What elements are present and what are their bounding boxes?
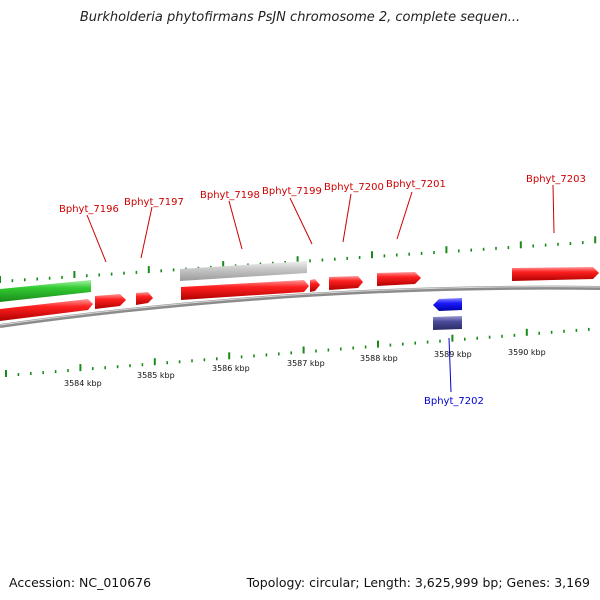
forward-gene[interactable] [329,276,363,290]
axis-tick-label: 3586 kbp [212,364,250,373]
axis-tick-label: 3590 kbp [508,348,546,357]
forward-gene[interactable] [136,292,153,305]
gene-label-bphyt-7201[interactable]: Bphyt_7201 [386,179,446,190]
accession-text: Accession: NC_010676 [9,575,152,590]
upper-tick-row [0,236,597,283]
axis-tick-label: 3587 kbp [287,359,325,368]
forward-gene[interactable] [181,280,309,300]
axis-tick-label: 3585 kbp [137,371,175,380]
pseudo-gene[interactable] [180,261,307,281]
axis-tick-label: 3584 kbp [64,379,102,388]
gene-label-bphyt-7198[interactable]: Bphyt_7198 [200,190,260,201]
gene-label-bphyt-7200[interactable]: Bphyt_7200 [324,182,384,193]
gene-label-bphyt-7203[interactable]: Bphyt_7203 [526,174,586,185]
forward-gene[interactable] [512,267,599,281]
reverse-gene[interactable] [433,298,462,311]
topology-summary: Topology: circular; Length: 3,625,999 bp… [246,575,590,590]
forward-gene[interactable] [0,299,93,321]
lower-tick-row [5,327,590,377]
gene-features [0,261,599,330]
reverse-cds[interactable] [433,316,462,330]
forward-gene[interactable] [310,279,320,292]
gene-label-bphyt-7199[interactable]: Bphyt_7199 [262,186,322,197]
forward-gene[interactable] [377,272,421,286]
rna-gene[interactable] [0,280,91,302]
gene-labels: Bphyt_7196 Bphyt_7197 Bphyt_7198 Bphyt_7… [59,174,586,407]
axis-tick-label: 3589 kbp [434,350,472,359]
gene-label-bphyt-7202[interactable]: Bphyt_7202 [424,396,484,407]
axis-tick-label: 3588 kbp [360,354,398,363]
axis-label-group: 3584 kbp 3585 kbp 3586 kbp 3587 kbp 3588 kbp… [64,348,546,388]
chromosome-backbone [0,285,600,328]
gene-label-bphyt-7196[interactable]: Bphyt_7196 [59,204,119,215]
gene-label-bphyt-7197[interactable]: Bphyt_7197 [124,197,184,208]
map-title: Burkholderia phytofirmans PsJN chromosom… [79,10,521,25]
label-leaders [86,184,555,393]
forward-gene[interactable] [95,294,126,309]
